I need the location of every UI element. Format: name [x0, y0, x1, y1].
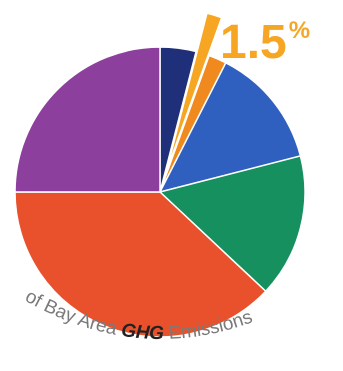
caption-emphasis: GHG	[120, 320, 164, 344]
pie-slices	[14, 12, 306, 338]
callout-value: 1.5	[220, 16, 287, 69]
callout-label: 1.5%	[220, 16, 310, 69]
pie-slice	[14, 46, 161, 193]
pie-slice	[14, 191, 267, 338]
pie-slice	[158, 155, 306, 293]
callout-unit: %	[289, 17, 310, 44]
pie-slice-highlight	[165, 12, 223, 172]
pie-slice	[158, 61, 302, 194]
